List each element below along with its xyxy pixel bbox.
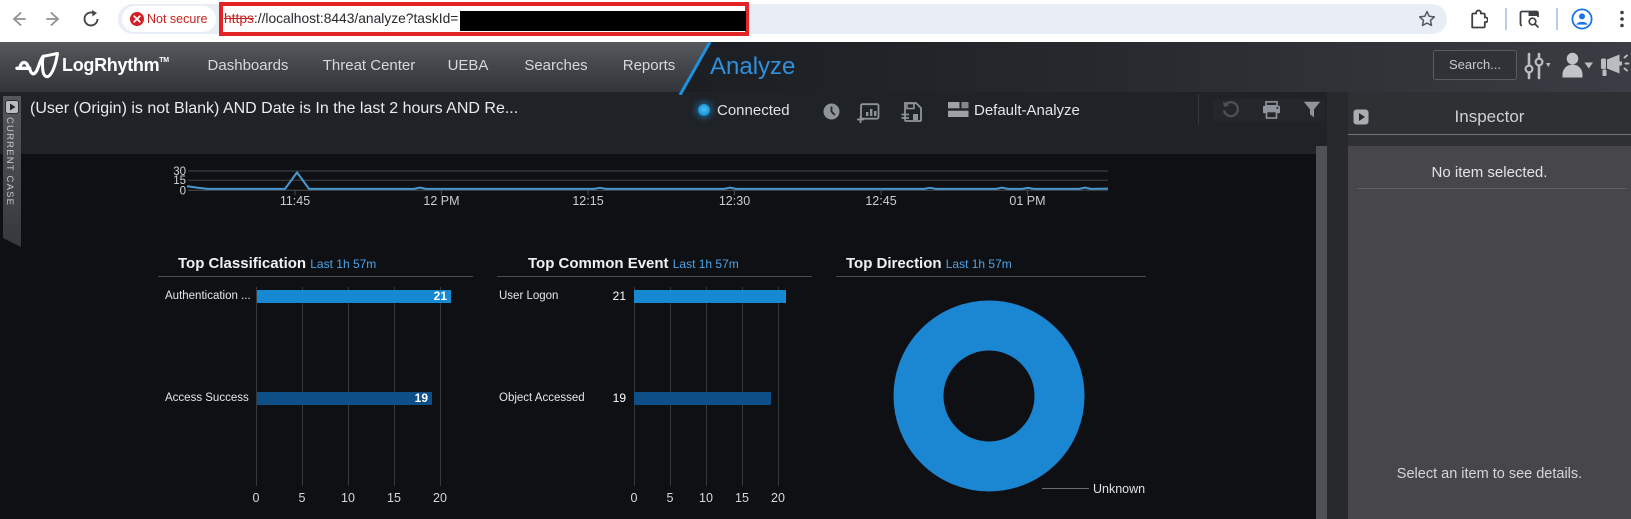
- svg-text:0: 0: [180, 185, 186, 197]
- svg-text:12 PM: 12 PM: [423, 194, 459, 208]
- svg-text:12:15: 12:15: [572, 194, 603, 208]
- svg-text:15: 15: [173, 175, 186, 187]
- svg-text:30: 30: [173, 166, 186, 178]
- svg-text:01 PM: 01 PM: [1009, 194, 1045, 208]
- svg-text:12:45: 12:45: [865, 194, 896, 208]
- svg-text:12:30: 12:30: [719, 194, 750, 208]
- svg-text:11:45: 11:45: [280, 194, 310, 208]
